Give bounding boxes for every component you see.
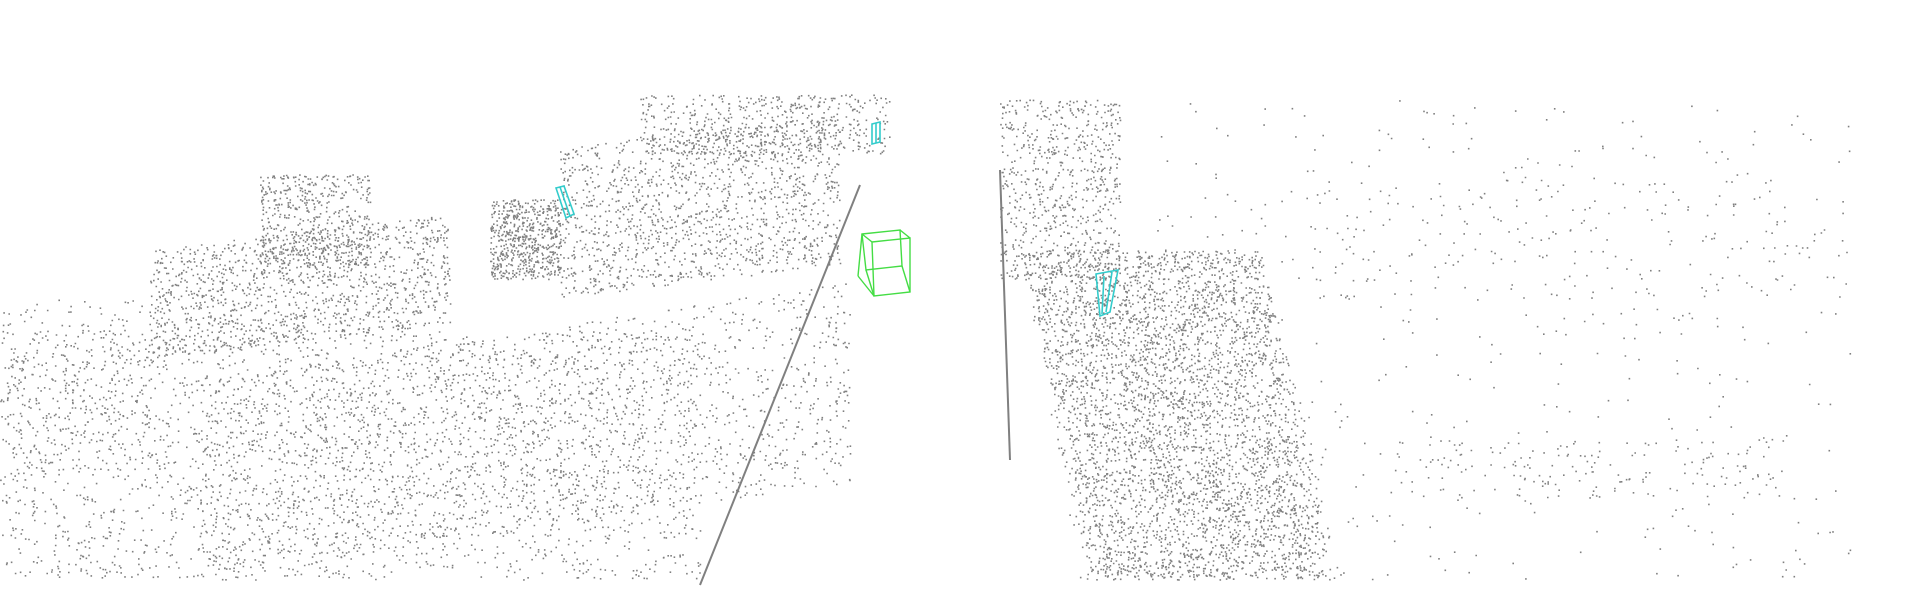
point-scatter (0, 94, 1852, 581)
cyclist-box-right (1095, 269, 1120, 318)
car-bounding-box (857, 229, 911, 297)
pedestrian-box-left (554, 185, 575, 220)
scan-ray (699, 184, 861, 586)
scan-rays (699, 169, 1011, 586)
scatter-points (0, 94, 1852, 581)
pedestrian-box-far (871, 120, 881, 146)
scan-ray (999, 169, 1011, 461)
detection-boxes (554, 120, 1120, 318)
